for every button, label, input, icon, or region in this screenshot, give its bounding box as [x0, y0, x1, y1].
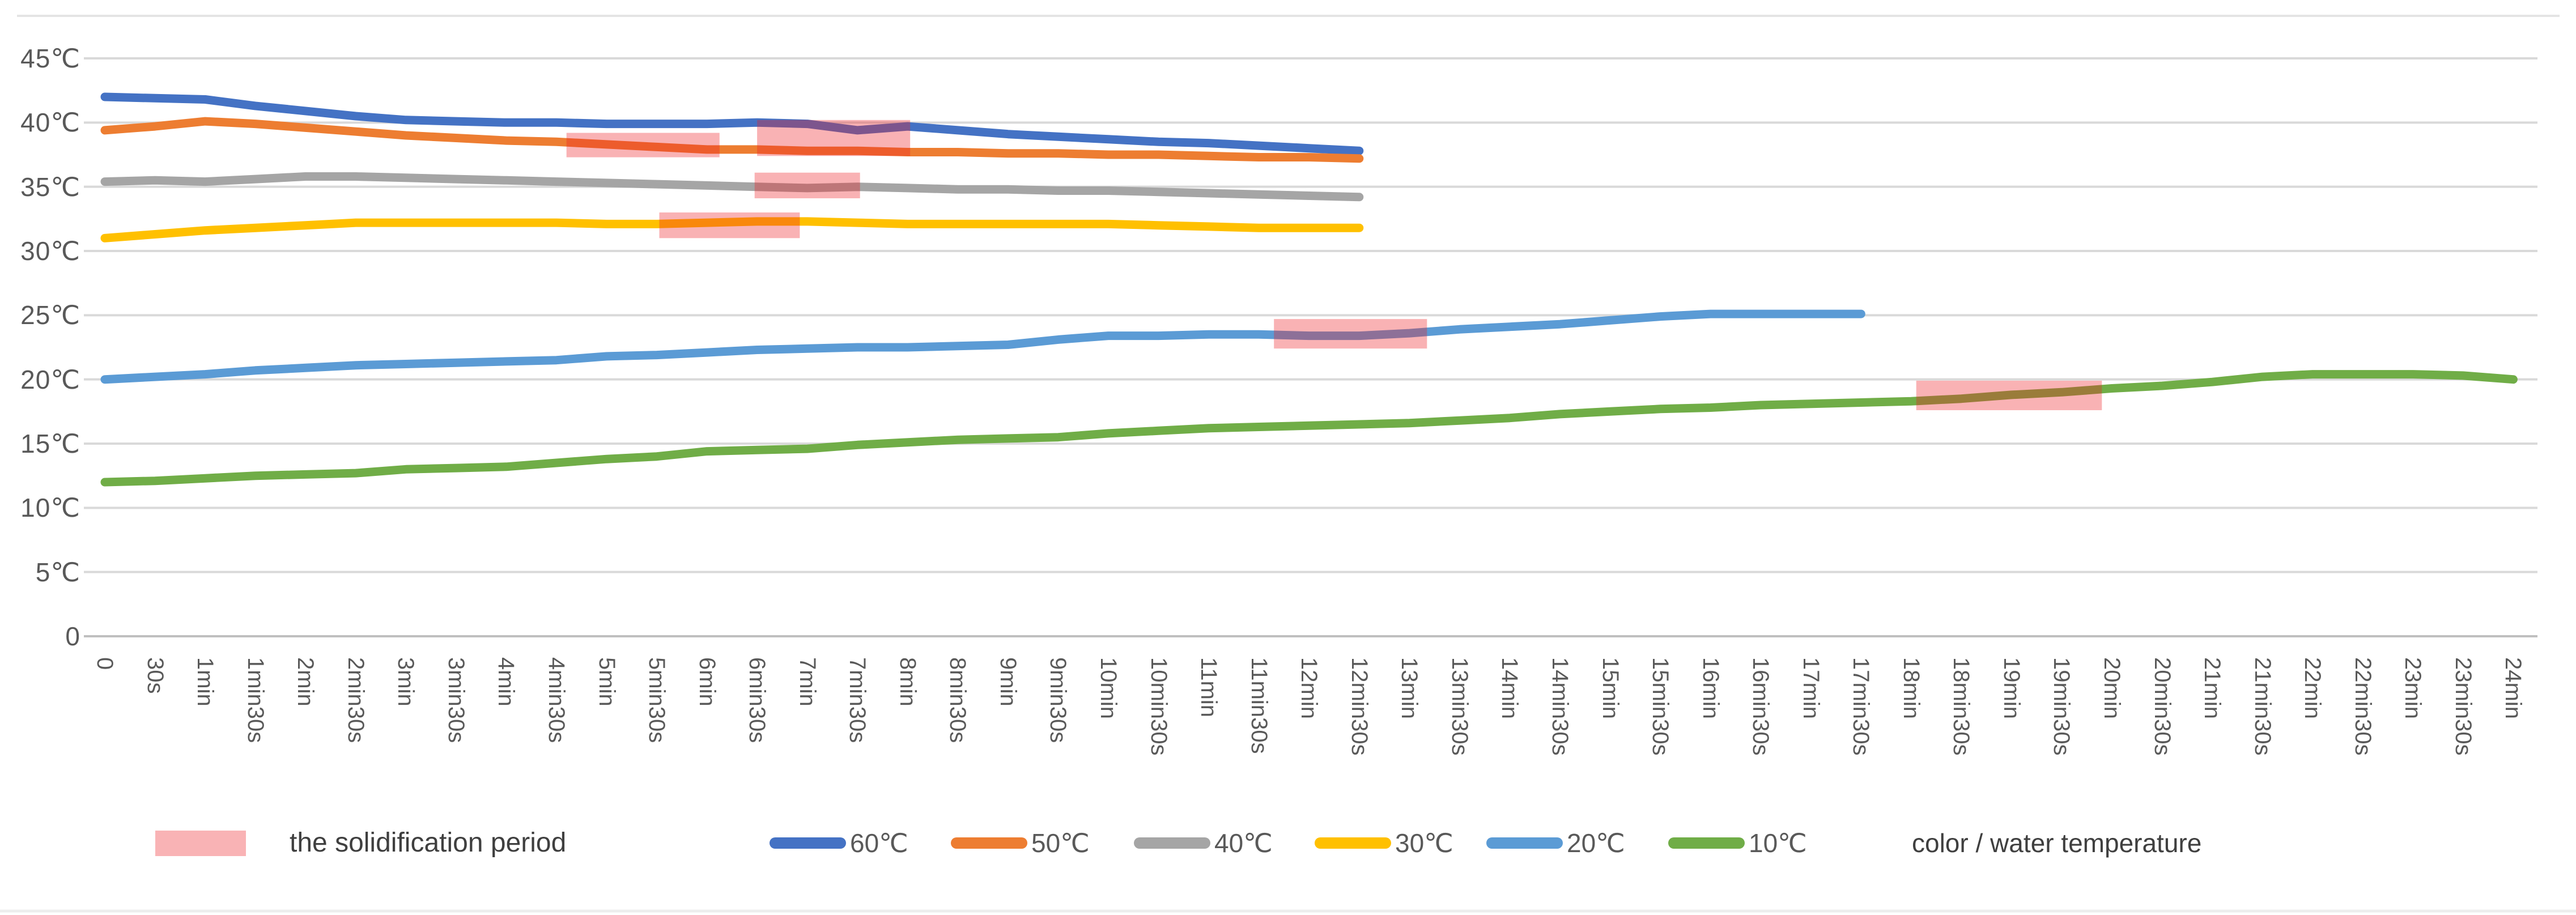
x-tick-label: 12min30s — [1346, 657, 1372, 756]
solidification-band-1 — [659, 212, 800, 239]
solidification-band-3 — [757, 120, 911, 156]
x-tick-label: 15min30s — [1648, 657, 1673, 756]
x-tick-label: 1min — [193, 657, 218, 707]
x-tick-label: 12min — [1296, 657, 1322, 719]
x-tick-label: 0 — [92, 657, 117, 670]
legend-series-note: color / water temperature — [1912, 828, 2202, 858]
x-tick-label: 15min — [1597, 657, 1623, 719]
y-tick-label: 40℃ — [20, 108, 80, 138]
x-tick-label: 8min — [895, 657, 920, 707]
legend-solidification-label: the solidification period — [290, 828, 567, 858]
x-tick-label: 23min — [2400, 657, 2426, 719]
x-tick-label: 13min — [1397, 657, 1422, 719]
solidification-band-5 — [1916, 380, 2102, 410]
x-tick-label: 21min30s — [2250, 657, 2275, 756]
y-tick-label: 10℃ — [20, 493, 80, 523]
legend-swatch-20c — [1486, 837, 1563, 849]
line-50c — [100, 117, 1364, 163]
legend-swatch-60c — [770, 837, 846, 849]
line-10c — [100, 370, 2518, 487]
line-30c — [100, 217, 1364, 242]
y-tick-label: 30℃ — [20, 236, 80, 266]
y-tick-label: 0 — [65, 622, 80, 651]
solidification-band-0 — [566, 133, 720, 158]
x-tick-label: 19min — [1999, 657, 2024, 719]
line-60c — [100, 92, 1364, 155]
legend-swatch-10c — [1668, 837, 1745, 849]
legend-label-60c: 60℃ — [850, 828, 908, 858]
x-tick-label: 16min30s — [1748, 657, 1774, 756]
x-tick-label: 6min — [694, 657, 720, 707]
x-tick-label: 24min — [2501, 657, 2526, 719]
y-tick-label: 25℃ — [20, 300, 80, 330]
legend-label-10c: 10℃ — [1749, 828, 1807, 858]
x-tick-label: 9min30s — [1045, 657, 1071, 743]
line-20c — [100, 309, 1865, 384]
legend-solidification-swatch — [155, 831, 246, 856]
x-tick-label: 10min — [1096, 657, 1121, 719]
x-tick-label: 8min30s — [945, 657, 971, 743]
x-tick-label: 13min30s — [1447, 657, 1472, 756]
x-tick-label: 5min30s — [644, 657, 670, 743]
x-tick-label: 3min — [393, 657, 419, 707]
x-tick-label: 2min — [293, 657, 318, 707]
y-tick-label: 15℃ — [20, 428, 80, 458]
x-tick-label: 5min — [594, 657, 619, 707]
x-tick-label: 23min30s — [2450, 657, 2476, 756]
x-tick-label: 7min — [794, 657, 820, 707]
legend-label-50c: 50℃ — [1031, 828, 1090, 858]
x-tick-label: 18min30s — [1949, 657, 1974, 756]
x-tick-label: 21min — [2200, 657, 2225, 719]
legend-label-40c: 40℃ — [1214, 828, 1273, 858]
legend-swatch-30c — [1315, 837, 1391, 849]
y-tick-label: 45℃ — [20, 43, 80, 73]
legend-label-30c: 30℃ — [1395, 828, 1453, 858]
x-tick-label: 20min — [2099, 657, 2124, 719]
x-tick-label: 7min30s — [845, 657, 870, 743]
x-tick-label: 22min30s — [2350, 657, 2375, 756]
x-tick-label: 4min30s — [543, 657, 569, 743]
x-tick-label: 20min30s — [2149, 657, 2175, 756]
legend-swatch-40c — [1134, 837, 1210, 849]
legend-label-20c: 20℃ — [1567, 828, 1625, 858]
x-tick-label: 1min30s — [243, 657, 268, 743]
x-tick-label: 6min30s — [745, 657, 770, 743]
line-40c — [100, 172, 1364, 202]
x-tick-label: 3min30s — [443, 657, 469, 743]
x-tick-label: 17min — [1798, 657, 1823, 719]
x-tick-label: 19min30s — [2049, 657, 2075, 756]
x-tick-label: 2min30s — [343, 657, 368, 743]
solidification-band-4 — [1274, 319, 1427, 349]
x-tick-label: 4min — [494, 657, 519, 707]
x-tick-label: 30s — [142, 657, 168, 694]
x-tick-label: 22min — [2300, 657, 2326, 719]
x-tick-label: 10min30s — [1146, 657, 1171, 756]
x-tick-label: 14min30s — [1547, 657, 1572, 756]
y-tick-label: 20℃ — [20, 364, 80, 394]
x-tick-label: 18min — [1898, 657, 1924, 719]
x-tick-label: 9min — [995, 657, 1021, 707]
x-tick-label: 14min — [1497, 657, 1523, 719]
solidification-band-2 — [754, 172, 860, 198]
y-tick-label: 5℃ — [35, 557, 80, 587]
legend-swatch-50c — [951, 837, 1027, 849]
y-tick-label: 35℃ — [20, 172, 80, 202]
x-tick-label: 11min30s — [1246, 657, 1272, 754]
x-tick-label: 16min — [1698, 657, 1723, 719]
x-tick-label: 17min30s — [1848, 657, 1874, 756]
x-tick-label: 11min — [1196, 657, 1222, 717]
